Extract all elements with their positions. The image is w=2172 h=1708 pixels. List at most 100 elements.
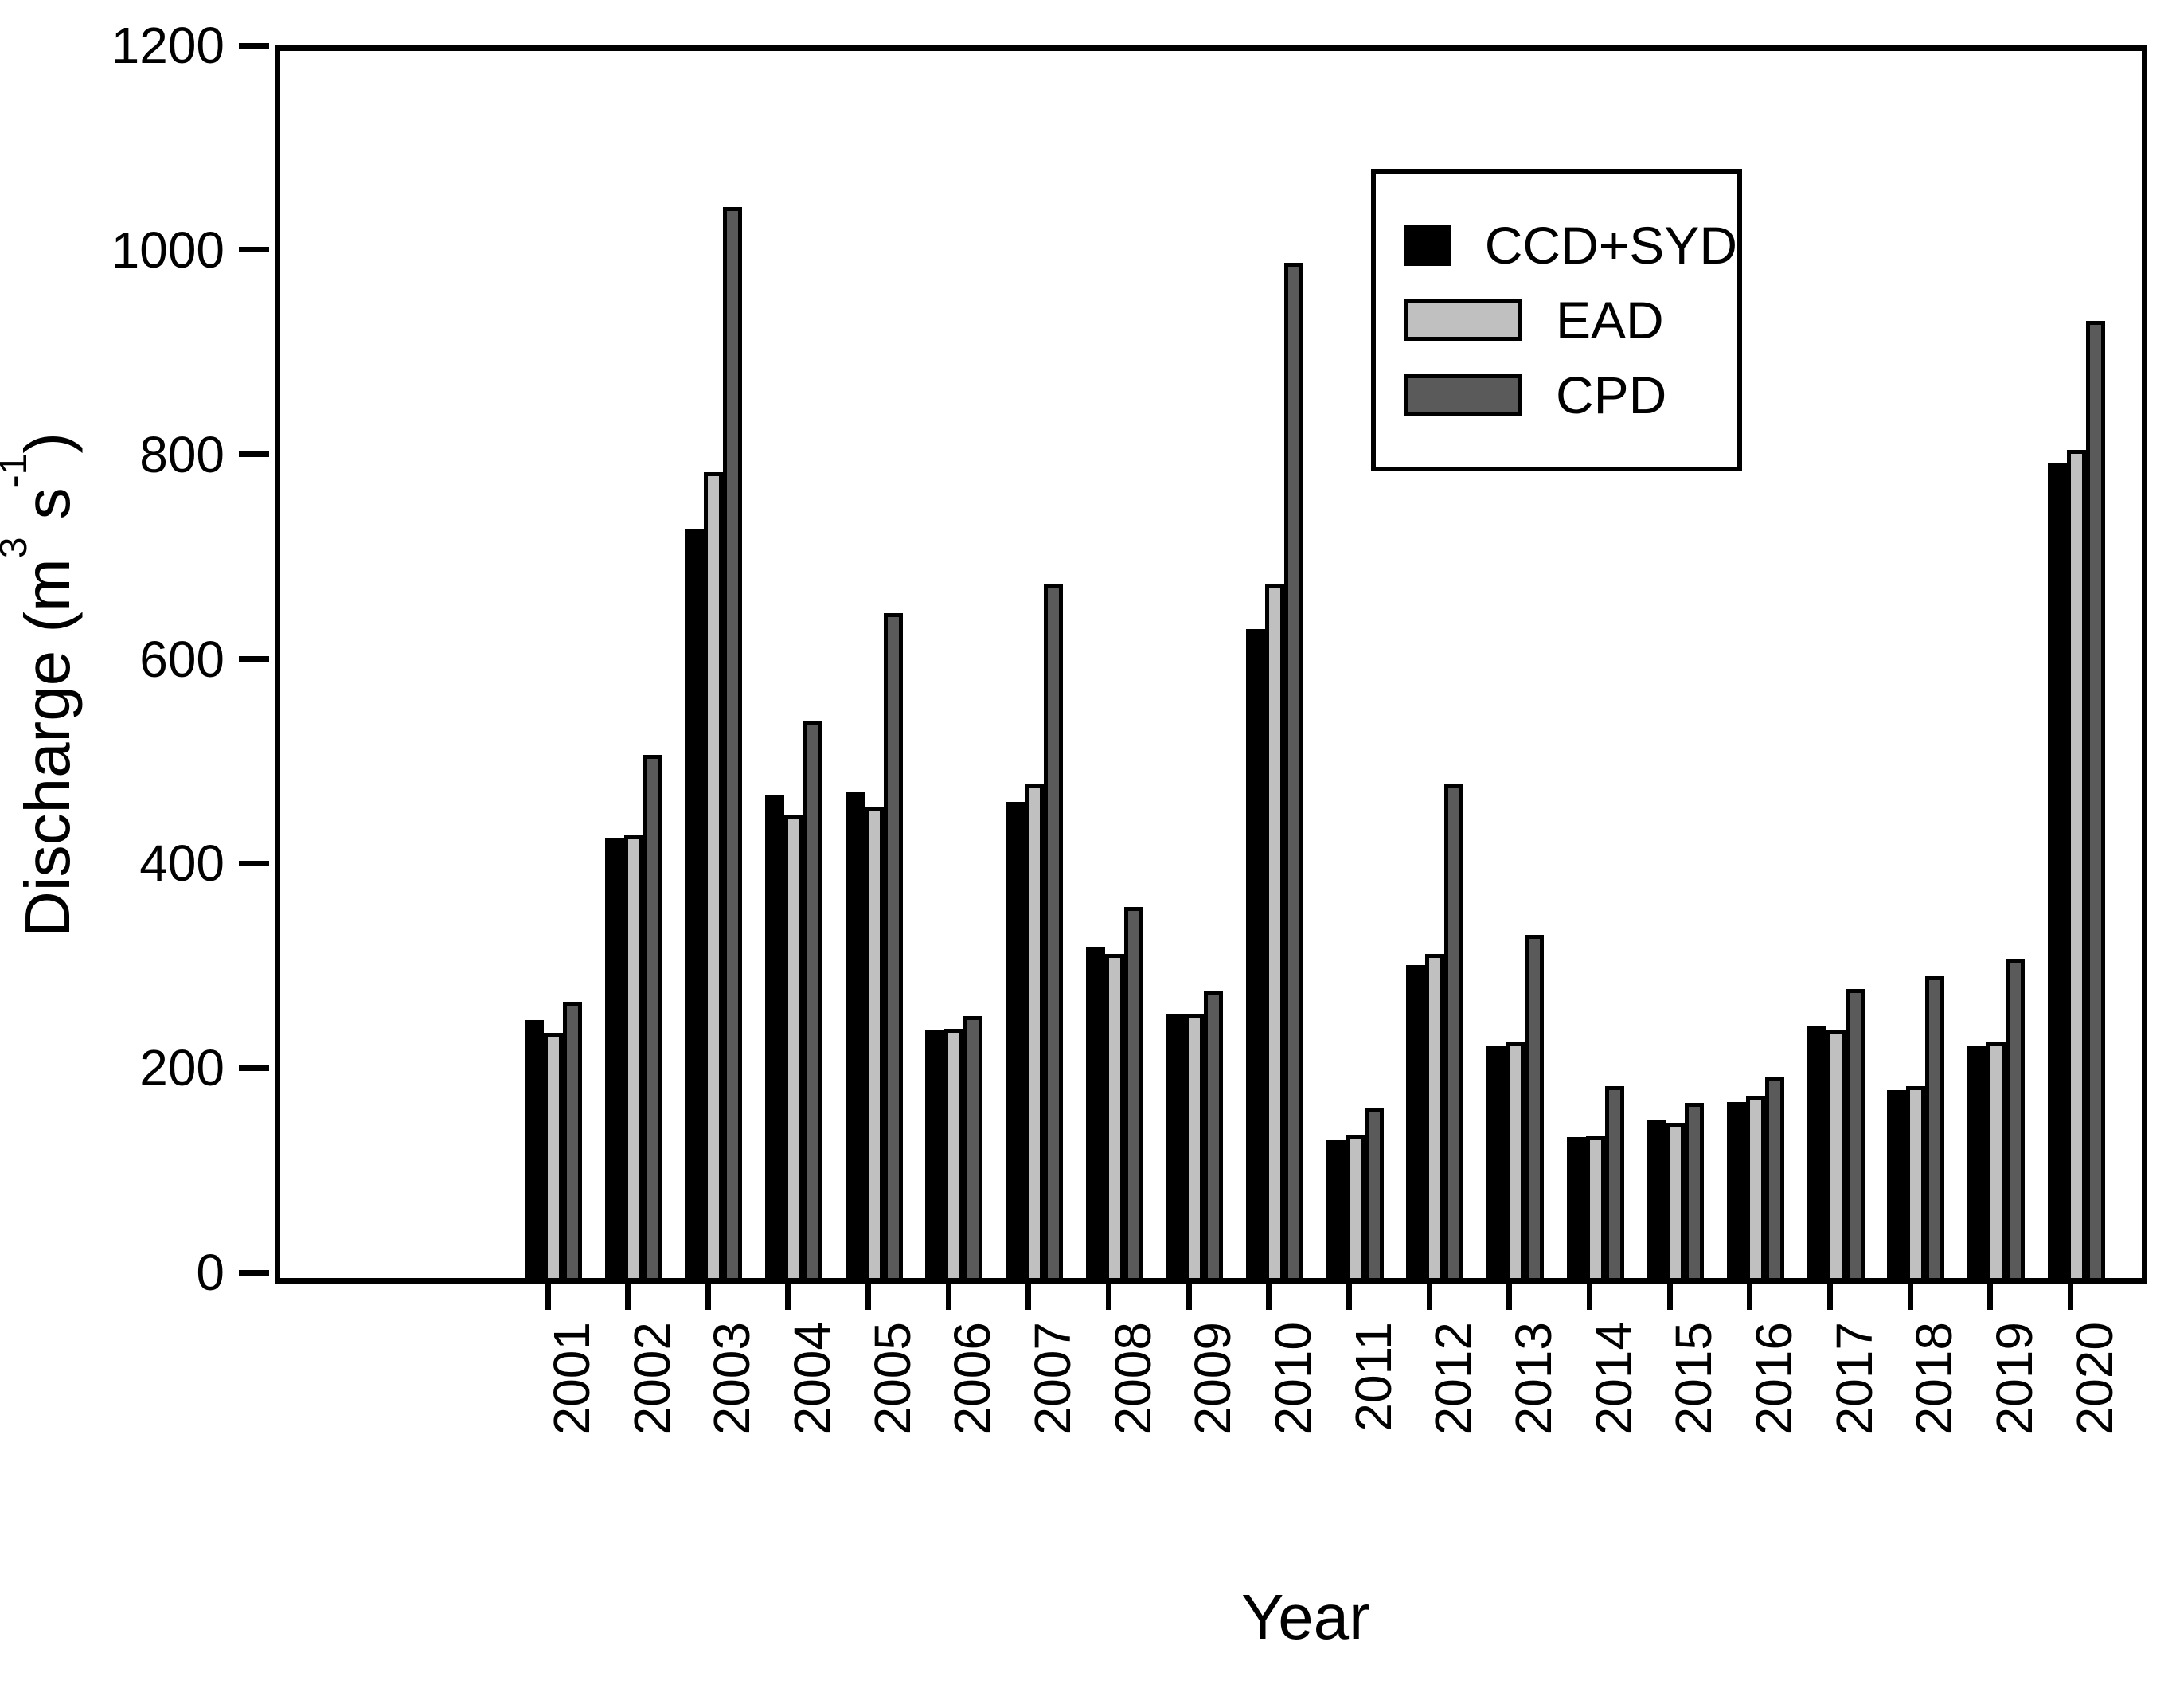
bar-ccd-syd-2017 [1807,1025,1826,1278]
bar-cpd-2018 [1925,976,1945,1278]
bar-ead-2002 [623,834,643,1278]
bar-ccd-syd-2015 [1647,1120,1666,1278]
x-tick-label-text: 2007 [1023,1322,1081,1436]
bar-cpd-2013 [1524,934,1544,1278]
bar-ead-2006 [944,1028,964,1278]
bar-ead-2020 [2066,449,2086,1278]
y-tick-label: 1000 [111,221,225,279]
x-tick-label-text: 2011 [1344,1322,1402,1432]
bar-cpd-2003 [723,207,743,1278]
y-axis-tick [239,1065,269,1071]
bar-ccd-syd-2010 [1245,628,1265,1278]
bar-cpd-2001 [563,1002,582,1278]
bar-cpd-2011 [1364,1108,1384,1278]
x-tick-label-text: 2019 [1985,1322,2043,1436]
legend-row: CPD [1404,366,1737,424]
x-axis-tick [1346,1278,1353,1310]
x-tick-label-text: 2014 [1584,1322,1643,1436]
x-tick-label-text: 2016 [1744,1322,1803,1436]
bar-ead-2015 [1666,1122,1686,1278]
legend-swatch-cpd [1404,374,1522,416]
y-tick-label: 200 [139,1039,225,1097]
x-axis-tick [1827,1278,1834,1310]
legend-label: EAD [1556,291,1664,350]
x-tick-label-text: 2002 [623,1322,681,1436]
bar-ead-2012 [1425,953,1445,1278]
bar-cpd-2015 [1685,1103,1705,1278]
y-axis-tick [239,42,269,49]
legend-row: CCD+SYD [1404,217,1737,274]
bar-ead-2018 [1906,1085,1926,1278]
x-tick-label-text: 2013 [1504,1322,1562,1436]
x-axis-title: Year [1241,1581,1370,1652]
bar-ccd-syd-2011 [1326,1139,1346,1278]
bar-cpd-2020 [2085,321,2105,1278]
legend-label: CPD [1556,365,1667,424]
bar-ead-2013 [1505,1042,1525,1278]
y-axis-title-superscript: 3 [0,537,35,559]
bar-ead-2008 [1104,953,1124,1278]
y-axis-title-text: Discharge (m3 s-1) [0,432,83,937]
x-axis-tick [945,1278,951,1310]
legend: CCD+SYD EAD CPD [1371,169,1742,471]
bar-ccd-syd-2005 [845,792,865,1278]
bar-ccd-syd-2016 [1726,1102,1746,1278]
bar-ccd-syd-2001 [525,1020,544,1278]
x-axis-tick [1266,1278,1272,1310]
bar-cpd-2004 [803,721,822,1278]
bar-cpd-2017 [1845,988,1865,1278]
x-axis-tick [1025,1278,1032,1310]
x-tick-label-text: 2003 [703,1322,761,1436]
x-axis-tick [1506,1278,1513,1310]
x-tick-label-text: 2008 [1104,1322,1162,1436]
bar-ead-2007 [1024,784,1044,1278]
bar-cpd-2002 [643,754,662,1278]
y-axis-title-superscript: -1 [0,453,35,488]
bar-ead-2017 [1826,1030,1846,1278]
legend-row: EAD [1404,291,1737,349]
bar-cpd-2016 [1764,1077,1784,1278]
y-axis-tick [239,656,269,662]
bar-cpd-2006 [963,1016,983,1278]
bar-cpd-2009 [1204,991,1224,1278]
bar-ead-2001 [544,1032,563,1278]
x-axis-tick [1987,1278,1994,1310]
legend-swatch-ead [1404,299,1522,341]
bar-ead-2019 [1986,1042,2006,1278]
bar-cpd-2010 [1283,262,1303,1278]
x-axis-tick [2068,1278,2074,1310]
x-axis-tick [785,1278,791,1310]
y-tick-label: 600 [139,630,225,688]
bar-ccd-syd-2008 [1085,946,1105,1278]
legend-label: CCD+SYD [1484,216,1737,275]
x-axis-tick [545,1278,551,1310]
x-axis-tick [1907,1278,1913,1310]
y-axis-tick [239,1269,269,1276]
bar-ead-2016 [1745,1096,1765,1278]
x-tick-label-text: 2004 [783,1322,841,1436]
bar-ccd-syd-2020 [2047,463,2067,1278]
x-tick-label-text: 2012 [1424,1322,1483,1436]
x-axis-tick [1666,1278,1673,1310]
bar-ccd-syd-2004 [764,795,784,1278]
bar-ccd-syd-2019 [1967,1046,1986,1278]
x-tick-label-text: 2001 [543,1322,600,1436]
bar-cpd-2014 [1604,1085,1624,1278]
bar-ccd-syd-2002 [604,838,624,1278]
x-axis-tick [705,1278,711,1310]
bar-ccd-syd-2012 [1406,965,1426,1278]
bar-cpd-2008 [1123,906,1143,1278]
x-tick-label-text: 2005 [863,1322,921,1436]
x-tick-label-text: 2017 [1825,1322,1883,1436]
bar-cpd-2019 [2005,959,2025,1278]
x-axis-tick [1747,1278,1753,1310]
bar-ead-2010 [1264,584,1284,1278]
y-tick-label: 800 [139,425,225,483]
x-tick-label-text: 2009 [1184,1322,1242,1436]
bar-ccd-syd-2003 [685,528,705,1278]
bar-ead-2009 [1185,1014,1205,1278]
x-tick-label-text: 2010 [1264,1322,1322,1436]
x-axis-tick [865,1278,872,1310]
plot-area [275,45,2147,1284]
